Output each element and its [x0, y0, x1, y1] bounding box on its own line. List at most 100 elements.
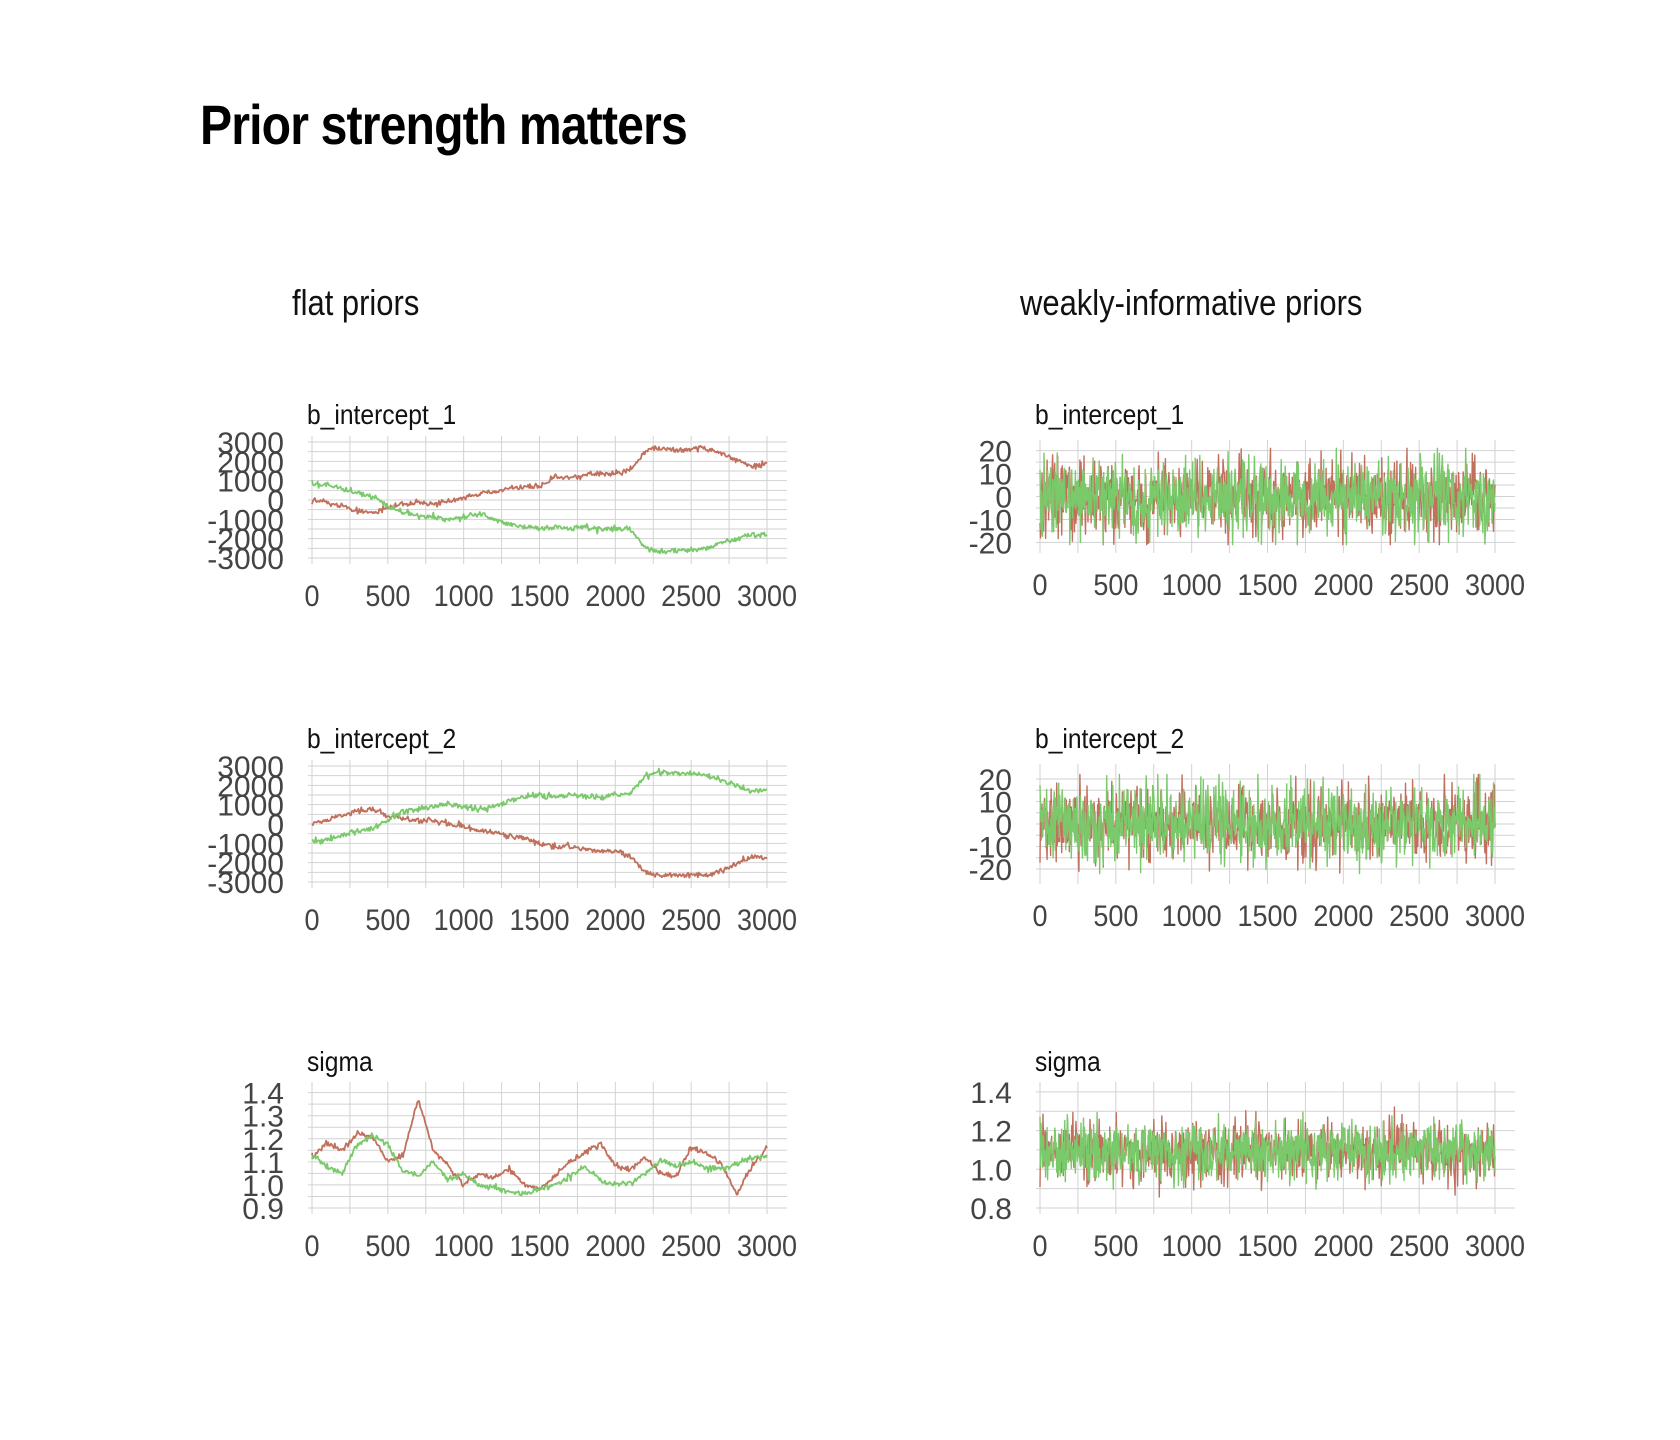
x-tick-label: 1000 — [1162, 900, 1222, 934]
x-tick-label: 500 — [1093, 900, 1138, 934]
series-line-chain-2 — [1039, 447, 1496, 546]
x-tick-label: 2500 — [661, 1230, 721, 1264]
y-tick-label: 0.8 — [970, 1193, 1012, 1226]
x-tick-label: 0 — [1032, 1230, 1047, 1264]
x-tick-label: 500 — [365, 904, 410, 938]
x-tick-label: 1500 — [1237, 1230, 1297, 1264]
x-tick-label: 0 — [304, 580, 319, 614]
panel-title: b_intercept_2 — [1035, 723, 1184, 755]
series-line-chain-2 — [311, 480, 768, 555]
x-tick-label: 2500 — [661, 904, 721, 938]
y-tick-label: 2000 — [217, 770, 284, 803]
y-tick-label: 20 — [979, 764, 1012, 797]
y-tick-label: -10 — [969, 832, 1012, 865]
y-tick-label: 3000 — [217, 751, 284, 784]
series-line-chain-2 — [1039, 1111, 1496, 1190]
x-tick-label: 1000 — [434, 1230, 494, 1264]
y-tick-label: 1.4 — [242, 1078, 284, 1111]
series-line-chain-2 — [311, 767, 768, 845]
x-tick-label: 1500 — [509, 580, 569, 614]
x-tick-label: 3000 — [1465, 569, 1525, 603]
x-tick-label: 2500 — [1389, 1230, 1449, 1264]
y-tick-label: -3000 — [207, 543, 284, 576]
trace-panel-2: b_intercept_23000200010000-1000-2000-300… — [207, 723, 797, 938]
series-line-chain-1 — [311, 1100, 768, 1196]
y-tick-label: 0 — [995, 482, 1012, 515]
y-tick-label: 1.0 — [242, 1170, 284, 1203]
y-tick-label: 1.0 — [970, 1154, 1012, 1187]
x-tick-label: 3000 — [737, 904, 797, 938]
x-tick-label: 2000 — [1313, 900, 1373, 934]
x-tick-label: 2000 — [585, 1230, 645, 1264]
y-tick-label: -1000 — [207, 828, 284, 861]
y-tick-label: 0 — [995, 809, 1012, 842]
x-tick-label: 1000 — [1162, 569, 1222, 603]
y-tick-label: 20 — [979, 436, 1012, 469]
y-tick-label: -2000 — [207, 848, 284, 881]
x-tick-label: 3000 — [737, 1230, 797, 1264]
x-tick-label: 2000 — [585, 904, 645, 938]
x-tick-label: 2000 — [1313, 1230, 1373, 1264]
x-tick-label: 1500 — [509, 904, 569, 938]
x-tick-label: 1500 — [1237, 569, 1297, 603]
x-tick-label: 2500 — [1389, 900, 1449, 934]
x-tick-label: 2000 — [1313, 569, 1373, 603]
x-tick-label: 500 — [365, 580, 410, 614]
series-line-chain-2 — [1039, 773, 1496, 875]
x-tick-label: 2000 — [585, 580, 645, 614]
x-tick-label: 1500 — [509, 1230, 569, 1264]
y-tick-label: 2000 — [217, 446, 284, 479]
series-line-chain-1 — [311, 806, 768, 879]
y-tick-label: 1.2 — [970, 1116, 1012, 1149]
y-tick-label: 1.2 — [242, 1124, 284, 1157]
panel-title: b_intercept_1 — [1035, 399, 1184, 431]
trace-panel-4: sigma 1.41.31.21.11.00.9 0 500 1000 1500 2000 2… — [242, 1046, 797, 1264]
page-title: Prior strength matters — [200, 93, 688, 156]
x-tick-label: 1000 — [434, 904, 494, 938]
y-tick-label: 1.4 — [970, 1077, 1012, 1110]
x-tick-label: 1000 — [434, 580, 494, 614]
x-tick-label: 1500 — [1237, 900, 1297, 934]
y-tick-label: 1000 — [217, 790, 284, 823]
x-tick-label: 0 — [304, 904, 319, 938]
y-tick-label: 0 — [267, 809, 284, 842]
series-line-chain-1 — [311, 444, 768, 515]
x-tick-label: 0 — [1032, 900, 1047, 934]
y-tick-label: -2000 — [207, 524, 284, 557]
y-tick-label: -1000 — [207, 504, 284, 537]
panel-title: b_intercept_1 — [307, 399, 456, 431]
y-tick-label: -20 — [969, 527, 1012, 560]
y-tick-label: -10 — [969, 504, 1012, 537]
column-title-flat: flat priors — [292, 282, 420, 323]
x-tick-label: 500 — [365, 1230, 410, 1264]
x-tick-label: 3000 — [1465, 900, 1525, 934]
x-tick-label: 3000 — [737, 580, 797, 614]
y-tick-label: 1.3 — [242, 1101, 284, 1134]
x-tick-label: 500 — [1093, 1230, 1138, 1264]
panel-title: b_intercept_2 — [307, 723, 456, 755]
y-tick-label: -3000 — [207, 867, 284, 900]
x-tick-label: 2500 — [661, 580, 721, 614]
y-tick-label: -20 — [969, 854, 1012, 887]
x-tick-label: 0 — [1032, 569, 1047, 603]
column-title-weakly: weakly-informative priors — [1020, 282, 1363, 323]
y-tick-label: 10 — [979, 459, 1012, 492]
y-tick-label: 0 — [267, 485, 284, 518]
x-tick-label: 1000 — [1162, 1230, 1222, 1264]
series-line-chain-2 — [311, 1132, 768, 1197]
y-tick-label: 3000 — [217, 427, 284, 460]
y-tick-label: 10 — [979, 787, 1012, 820]
x-tick-label: 500 — [1093, 569, 1138, 603]
trace-panel-0: b_intercept_13000200010000-1000-2000-300… — [207, 399, 797, 614]
x-tick-label: 3000 — [1465, 1230, 1525, 1264]
y-tick-label: 0.9 — [242, 1193, 284, 1226]
trace-panel-5: sigma 1.4 1.2 1.0 0.8 0 500 1000 1500 2000 2500 300… — [970, 1046, 1525, 1264]
panel-title: sigma — [307, 1046, 373, 1078]
x-tick-label: 2500 — [1389, 569, 1449, 603]
y-tick-label: 1000 — [217, 466, 284, 499]
x-tick-label: 0 — [304, 1230, 319, 1264]
panel-title: sigma — [1035, 1046, 1101, 1078]
